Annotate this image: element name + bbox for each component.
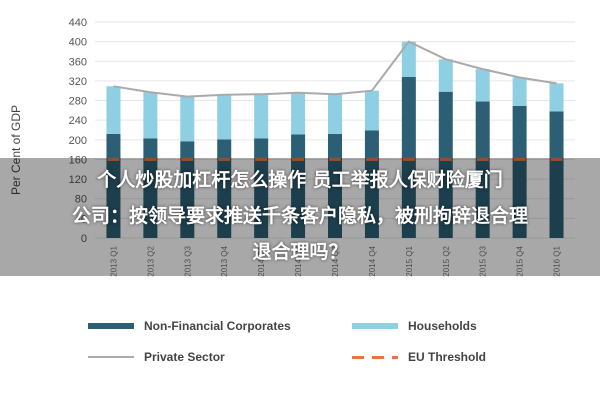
bar-households — [180, 96, 195, 142]
bar-non-financial-corporates — [364, 130, 379, 238]
y-tick-label: 160 — [69, 154, 87, 166]
bar-non-financial-corporates — [254, 138, 269, 238]
bar-non-financial-corporates — [549, 111, 564, 238]
x-tick-label: 2015 Q1 — [405, 245, 414, 276]
bar-households — [475, 69, 490, 102]
x-tick-label: 2014 Q2 — [294, 245, 303, 276]
bar-households — [549, 83, 564, 112]
legend-item-households: Households — [352, 319, 477, 333]
y-tick-labels: 0 40 80 120 160 200 240 280 320 360 400 440 — [69, 17, 87, 245]
y-tick-label: 120 — [69, 174, 87, 186]
x-tick-label: 2015 Q3 — [479, 245, 488, 276]
overlay-line-1: 个人炒股加杠杆怎么操作 员工举报人保财险厦门 — [97, 169, 503, 191]
x-tick-label: 2016 Q1 — [553, 245, 562, 276]
bar-households — [217, 94, 232, 140]
bar-households — [328, 94, 342, 134]
bar-non-financial-corporates — [438, 91, 453, 238]
x-tick-label: 2014 Q4 — [368, 245, 377, 276]
x-tick-label: 2013 Q3 — [183, 245, 192, 276]
bar-households — [364, 90, 379, 131]
legend-item-non-financial-corporates: Non-Financial Corporates — [88, 319, 291, 333]
legend-label: EU Threshold — [408, 350, 487, 364]
y-tick-label: 200 — [69, 135, 87, 147]
overlay-band — [0, 158, 600, 276]
x-tick-label: 2013 Q1 — [109, 245, 118, 276]
line-private-sector — [113, 40, 557, 98]
legend-label: Non-Financial Corporates — [144, 319, 291, 333]
bar-non-financial-corporates — [512, 105, 527, 238]
bar-households — [291, 92, 306, 135]
bar-households — [143, 92, 158, 139]
bar-households — [254, 94, 269, 139]
y-tick-label: 320 — [69, 76, 87, 88]
legend-swatch-households — [352, 323, 398, 329]
legend-item-eu-threshold: EU Threshold — [352, 350, 486, 364]
x-tick-labels: 2013 Q1 2013 Q2 2013 Q3 2013 Q4 2014 Q1 2014 … — [109, 245, 561, 276]
bar-households — [401, 41, 416, 77]
bar-non-financial-corporates — [180, 141, 195, 238]
bar-households — [106, 86, 121, 134]
y-tick-label: 360 — [69, 56, 87, 68]
legend-label: Households — [408, 319, 477, 333]
y-tick-label: 240 — [69, 115, 87, 127]
legend-swatch-private-sector — [88, 356, 134, 358]
bar-non-financial-corporates — [475, 101, 490, 238]
legend: Non-Financial Corporates Households Priv… — [0, 300, 600, 400]
bar-non-financial-corporates — [217, 139, 232, 238]
y-tick-label: 440 — [69, 17, 87, 29]
legend-swatch-non-financial-corporates — [88, 323, 134, 329]
chart: 0 40 80 120 160 200 240 280 320 360 400 440 2013 Q1… — [9, 17, 575, 277]
x-tick-label: 2014 Q3 — [331, 245, 340, 276]
bar-non-financial-corporates — [401, 76, 416, 239]
y-tick-label: 80 — [75, 194, 87, 206]
lines — [107, 40, 563, 161]
x-tick-label: 2015 Q4 — [516, 245, 525, 276]
y-axis-label: Per Cent of GDP — [9, 105, 23, 195]
y-tick-label: 40 — [75, 213, 87, 225]
overlay-line-3: 退合理吗？ — [252, 241, 348, 263]
overlay-line-2: 公司：按领导要求推送千条客户隐私，被刑拘辞退合理 — [71, 205, 528, 227]
x-tick-label: 2015 Q2 — [442, 245, 451, 276]
x-tick-label: 2014 Q1 — [257, 245, 266, 276]
legend-swatch-eu-threshold — [352, 355, 398, 359]
y-tick-label: 280 — [69, 96, 87, 108]
bar-households — [438, 59, 453, 92]
x-tick-label: 2013 Q4 — [220, 245, 229, 276]
bar-households — [512, 77, 527, 106]
legend-item-private-sector: Private Sector — [88, 350, 225, 364]
y-tick-label: 0 — [81, 233, 87, 245]
y-tick-label: 400 — [69, 37, 87, 49]
legend-label: Private Sector — [144, 350, 225, 364]
bar-non-financial-corporates — [143, 138, 158, 238]
x-tick-label: 2013 Q2 — [146, 245, 155, 276]
overlay-caption[interactable]: 个人炒股加杠杆怎么操作 员工举报人保财险厦门 公司：按领导要求推送千条客户隐私，… — [0, 162, 600, 274]
